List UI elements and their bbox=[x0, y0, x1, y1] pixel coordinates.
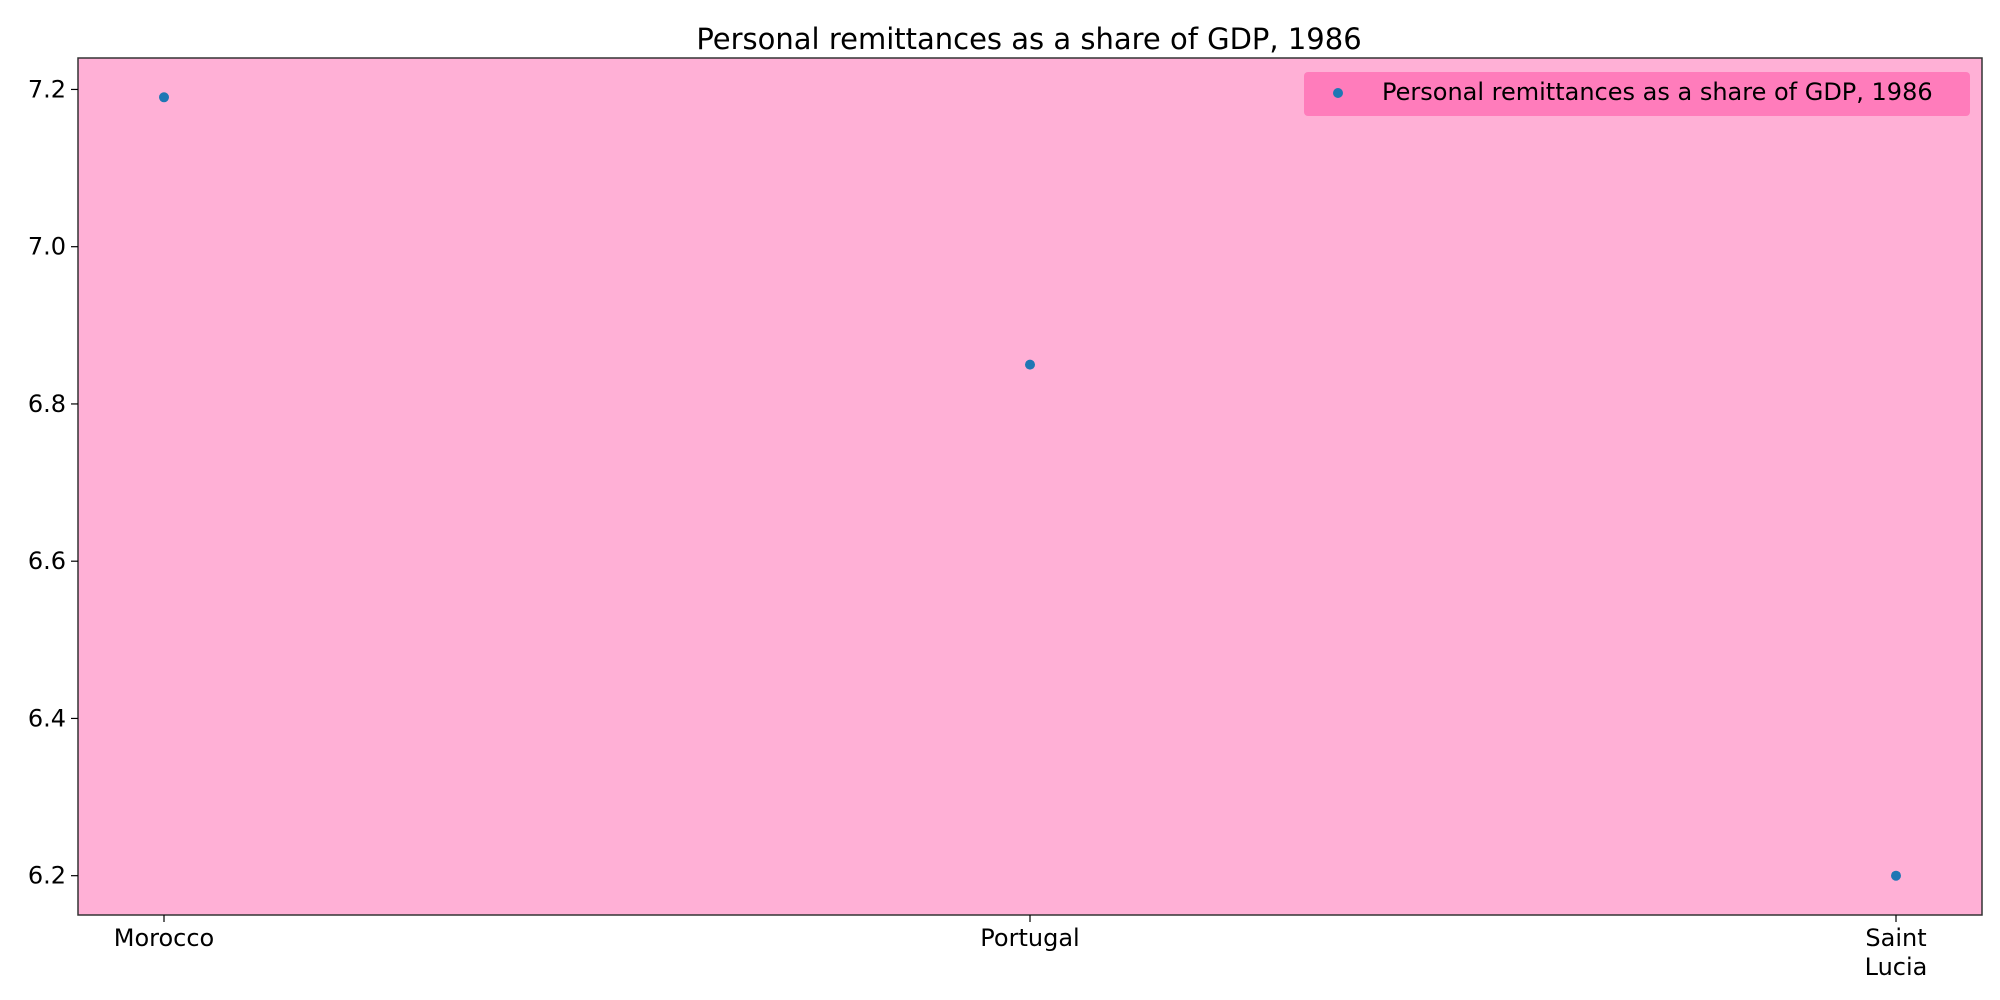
legend: Personal remittances as a share of GDP, … bbox=[1304, 72, 1970, 116]
plot-area bbox=[78, 58, 1982, 915]
y-tick-label: 6.6 bbox=[28, 547, 66, 575]
x-tick-label: Portugal bbox=[980, 924, 1079, 952]
x-tick-label: Morocco bbox=[114, 924, 215, 952]
y-tick-label: 7.0 bbox=[28, 233, 66, 261]
y-axis: 6.2 6.4 6.6 6.8 7.0 7.2 bbox=[28, 75, 78, 889]
y-tick-label: 7.2 bbox=[28, 75, 66, 103]
x-tick-label: SaintLucia bbox=[1865, 924, 1928, 981]
data-point bbox=[1891, 871, 1901, 881]
y-tick-label: 6.4 bbox=[28, 704, 66, 732]
legend-marker bbox=[1333, 88, 1343, 98]
legend-label: Personal remittances as a share of GDP, … bbox=[1382, 78, 1933, 106]
y-tick-label: 6.8 bbox=[28, 390, 66, 418]
data-point bbox=[1025, 360, 1035, 370]
x-axis: Morocco Portugal SaintLucia bbox=[114, 915, 1928, 981]
chart-title: Personal remittances as a share of GDP, … bbox=[696, 22, 1361, 56]
y-tick-label: 6.2 bbox=[28, 862, 66, 890]
data-point bbox=[159, 92, 169, 102]
